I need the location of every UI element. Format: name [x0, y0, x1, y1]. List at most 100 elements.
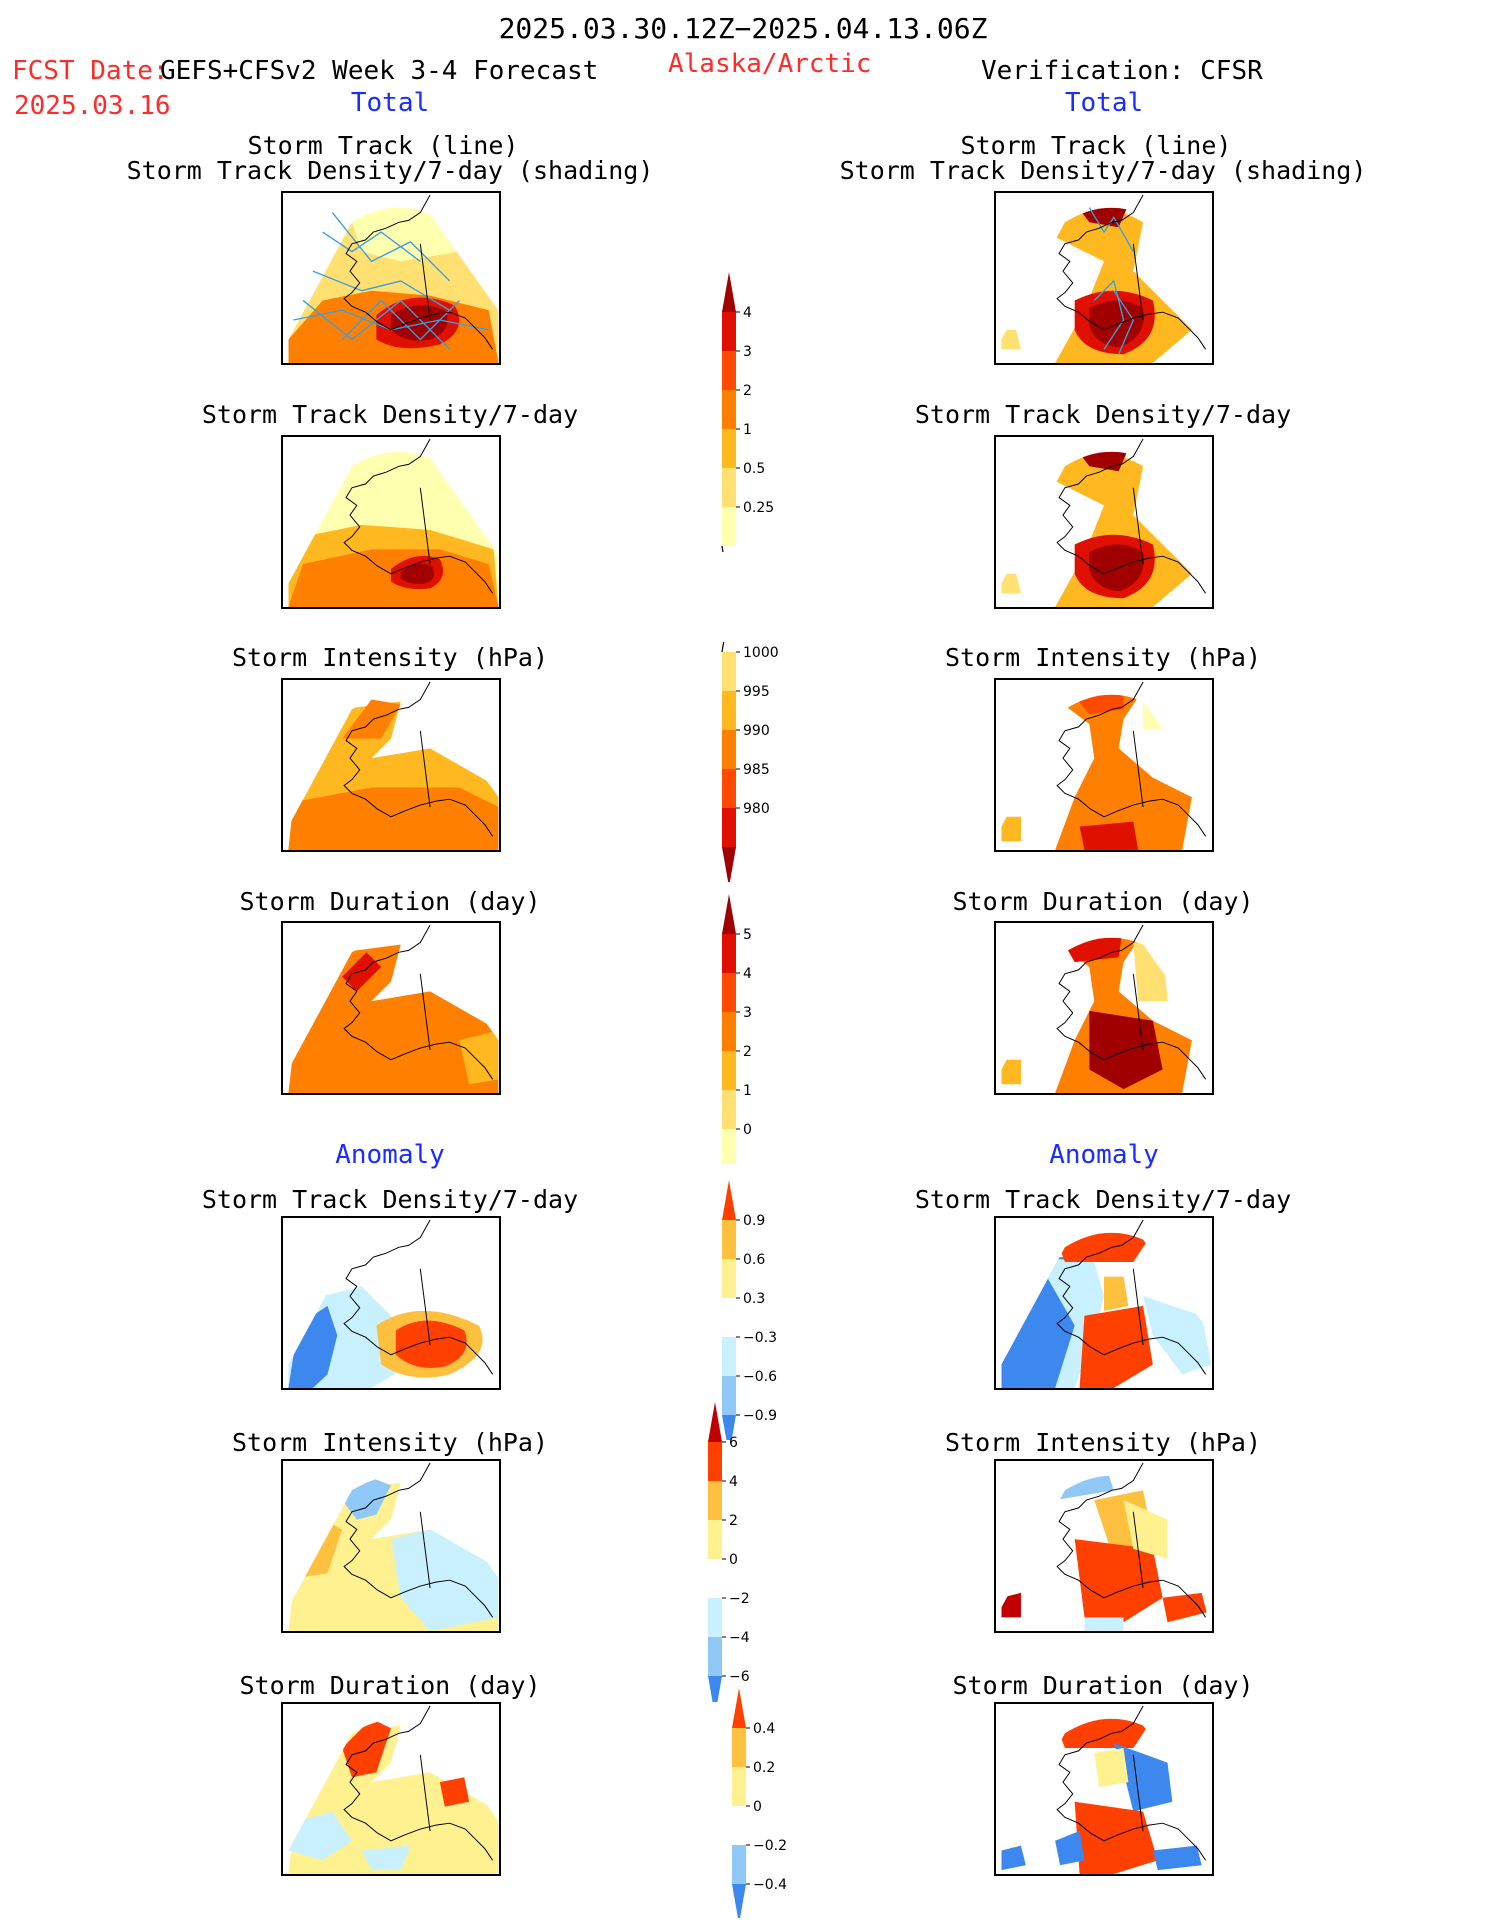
shading-region — [1123, 1500, 1168, 1559]
verification-label: Verification: CFSR — [981, 56, 1263, 86]
shading-region — [1064, 694, 1124, 715]
colorbar-tick-label: −0.4 — [753, 1877, 787, 1893]
colorbar-box — [722, 390, 736, 429]
map-shading — [1001, 1232, 1212, 1388]
border-line — [419, 1754, 431, 1832]
colorbar-box — [722, 1337, 736, 1376]
coastline — [1056, 681, 1207, 837]
colorbar-box — [722, 973, 736, 1012]
border-line — [1132, 243, 1144, 321]
colorbar-tick-label: 0 — [743, 1122, 752, 1138]
shading-region — [1001, 1845, 1026, 1871]
map-panel-right-track — [994, 191, 1214, 365]
shading-region — [288, 944, 499, 1093]
map-panel-left-intensity — [281, 678, 501, 852]
colorbar-box — [722, 1376, 736, 1415]
colorbar-tick-label: 2 — [729, 1513, 738, 1529]
shading-region — [342, 699, 401, 739]
map-shading — [1001, 694, 1192, 850]
shading-region — [391, 1529, 499, 1631]
shading-region — [1055, 1831, 1085, 1866]
region-label: Alaska/Arctic — [668, 49, 872, 79]
map-shading — [1001, 1718, 1202, 1874]
colorbar-tick-label: 6 — [729, 1435, 738, 1451]
colorbar-tick-label: −0.3 — [743, 1330, 777, 1346]
colorbar-tick-label: 0.3 — [743, 1291, 765, 1307]
border-line — [1132, 1754, 1144, 1832]
colorbar-box — [722, 730, 736, 769]
colorbar-tick-label: 0 — [729, 1552, 738, 1568]
colorbar-box — [722, 1012, 736, 1051]
storm-track-lines — [293, 212, 489, 350]
colorbar-anom-duration: 0.4 0.2 0 −0.2 −0.4 — [732, 1688, 787, 1918]
colorbar-tick-label: 1 — [743, 1083, 752, 1099]
shading-region — [342, 1718, 391, 1778]
storm-track-line — [331, 212, 451, 282]
colorbar-box — [708, 1637, 722, 1676]
colorbar-anom-density: 0.9 0.6 0.3 −0.3 −0.6 −0.9 — [722, 1180, 777, 1440]
shading-region — [342, 1475, 391, 1520]
map-shading — [1001, 207, 1192, 363]
right-anom-duration-title: Storm Duration (day) — [952, 1671, 1254, 1700]
map-panel-right-duration — [994, 921, 1214, 1095]
border-line — [419, 487, 431, 565]
colorbar-box — [732, 1767, 746, 1806]
shading-region — [361, 1845, 411, 1871]
colorbar-tick-label: 0.2 — [753, 1760, 775, 1776]
fcst-model-label: GEFS+CFSv2 Week 3-4 Forecast — [160, 56, 599, 86]
right-intensity-title: Storm Intensity (hPa) — [944, 643, 1262, 672]
map-shading — [288, 1475, 499, 1631]
storm-track-line — [312, 270, 450, 311]
coastline — [343, 194, 494, 350]
colorbar-tick-label: 2 — [743, 1044, 752, 1060]
map-panel-right-anom-density — [994, 1216, 1214, 1390]
colorbar-box — [708, 1481, 722, 1520]
right-anom-intensity-title: Storm Intensity (hPa) — [944, 1428, 1262, 1457]
border-line — [1132, 730, 1144, 808]
left-density-title: Storm Track Density/7-day — [201, 400, 579, 429]
shading-region — [1079, 821, 1139, 850]
shading-region — [1055, 937, 1124, 963]
map-shading — [288, 699, 499, 850]
shading-region — [1050, 694, 1192, 850]
storm-track-line — [302, 299, 451, 350]
map-shading — [288, 944, 499, 1093]
border-line — [1132, 1268, 1144, 1346]
colorbar-box — [722, 468, 736, 507]
left-anom-duration-title: Storm Duration (day) — [239, 1671, 541, 1700]
colorbar-box — [722, 351, 736, 390]
colorbar-tick-label: 0.6 — [743, 1252, 765, 1268]
map-panel-right-density — [994, 435, 1214, 609]
left-anomaly-label: Anomaly — [335, 1140, 445, 1170]
shading-region — [1113, 1743, 1173, 1812]
colorbar-tick-label: 4 — [743, 966, 752, 982]
colorbar-box — [722, 1220, 736, 1259]
right-total-label: Total — [1064, 88, 1144, 118]
colorbar-tick-label: 995 — [743, 684, 770, 700]
shading-region — [1074, 1539, 1163, 1623]
colorbar-tick-label: −2 — [729, 1591, 750, 1607]
shading-region — [1084, 1617, 1124, 1631]
shading-region — [288, 787, 499, 850]
colorbar-tick-label: 0.25 — [743, 500, 774, 516]
colorbar-track-density: 4 3 2 1 0.5 0.25 — [721, 272, 774, 552]
border-line — [419, 243, 431, 321]
map-shading — [288, 207, 499, 363]
map-panel-left-anom-intensity — [281, 1459, 501, 1633]
shading-region — [342, 952, 382, 992]
shading-region — [395, 1320, 467, 1368]
colorbar-bottom-triangle — [708, 1676, 722, 1702]
colorbar-tick-label: 5 — [743, 927, 752, 943]
colorbar-tick-label: 0.5 — [743, 461, 765, 477]
coastline — [1056, 438, 1207, 594]
map-panel-left-density — [281, 435, 501, 609]
figure-title: 2025.03.30.12Z−2025.04.13.06Z — [498, 12, 988, 45]
colorbar-tick-label: 3 — [743, 1005, 752, 1021]
colorbar-box — [708, 1520, 722, 1559]
colorbar-box — [732, 1728, 746, 1767]
colorbar-box — [722, 1051, 736, 1090]
colorbar-tick-label: 2 — [743, 383, 752, 399]
shading-region — [400, 563, 434, 584]
coastline — [1056, 1219, 1207, 1375]
colorbar-anom-intensity: 6 4 2 0 −2 −4 −6 — [708, 1402, 750, 1702]
